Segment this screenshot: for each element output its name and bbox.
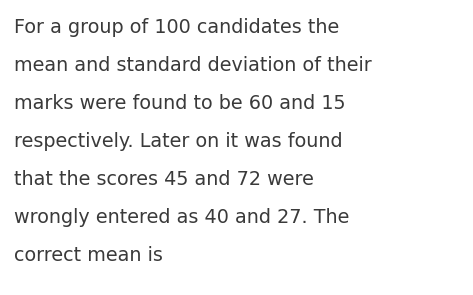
Text: that the scores 45 and 72 were: that the scores 45 and 72 were xyxy=(14,170,314,189)
Text: wrongly entered as 40 and 27. The: wrongly entered as 40 and 27. The xyxy=(14,208,350,227)
Text: For a group of 100 candidates the: For a group of 100 candidates the xyxy=(14,18,339,37)
Text: mean and standard deviation of their: mean and standard deviation of their xyxy=(14,56,372,75)
Text: marks were found to be 60 and 15: marks were found to be 60 and 15 xyxy=(14,94,345,113)
Text: respectively. Later on it was found: respectively. Later on it was found xyxy=(14,132,342,151)
Text: correct mean is: correct mean is xyxy=(14,246,163,265)
